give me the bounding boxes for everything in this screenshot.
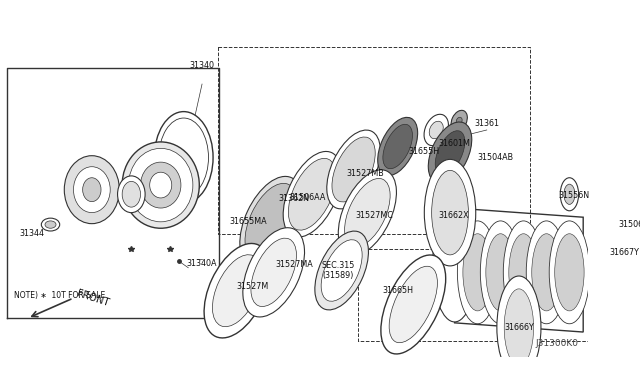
Ellipse shape bbox=[503, 221, 544, 324]
Text: 31527MB: 31527MB bbox=[347, 169, 385, 178]
Ellipse shape bbox=[129, 148, 193, 222]
Ellipse shape bbox=[141, 162, 181, 208]
Ellipse shape bbox=[458, 221, 498, 324]
Ellipse shape bbox=[435, 131, 465, 175]
Ellipse shape bbox=[424, 159, 476, 266]
Ellipse shape bbox=[243, 228, 305, 317]
Ellipse shape bbox=[555, 234, 584, 311]
Ellipse shape bbox=[532, 234, 561, 311]
Ellipse shape bbox=[383, 124, 412, 169]
Text: 31527M: 31527M bbox=[236, 282, 269, 291]
Ellipse shape bbox=[428, 122, 472, 184]
Ellipse shape bbox=[154, 112, 213, 203]
Ellipse shape bbox=[526, 221, 566, 324]
Ellipse shape bbox=[122, 182, 141, 207]
Text: 31361: 31361 bbox=[474, 119, 499, 128]
Ellipse shape bbox=[283, 151, 341, 237]
Ellipse shape bbox=[83, 178, 101, 202]
Ellipse shape bbox=[593, 205, 629, 294]
Ellipse shape bbox=[240, 176, 302, 267]
Text: 31655H: 31655H bbox=[409, 147, 440, 155]
Text: 31506AA: 31506AA bbox=[289, 193, 326, 202]
Ellipse shape bbox=[381, 255, 445, 354]
Ellipse shape bbox=[332, 137, 375, 202]
Ellipse shape bbox=[327, 130, 380, 209]
Ellipse shape bbox=[509, 234, 538, 311]
Ellipse shape bbox=[599, 217, 623, 282]
Text: 31344: 31344 bbox=[20, 229, 45, 238]
Text: 31340A: 31340A bbox=[187, 259, 218, 267]
Ellipse shape bbox=[251, 238, 296, 307]
Ellipse shape bbox=[486, 234, 515, 311]
Ellipse shape bbox=[504, 289, 534, 366]
Text: 31506A: 31506A bbox=[618, 220, 640, 229]
Ellipse shape bbox=[456, 117, 462, 124]
Ellipse shape bbox=[451, 110, 467, 131]
Text: NOTE) ∗  10T FOR SALE: NOTE) ∗ 10T FOR SALE bbox=[14, 291, 105, 300]
Ellipse shape bbox=[497, 276, 541, 372]
Text: SEC.315
(31589): SEC.315 (31589) bbox=[321, 261, 355, 280]
Ellipse shape bbox=[245, 183, 297, 260]
Ellipse shape bbox=[378, 117, 418, 176]
Text: J31300K0: J31300K0 bbox=[536, 339, 579, 348]
Ellipse shape bbox=[564, 184, 575, 204]
Text: 31340: 31340 bbox=[189, 61, 214, 70]
Ellipse shape bbox=[549, 221, 589, 324]
Text: 31662X: 31662X bbox=[438, 211, 469, 220]
Text: 31655MA: 31655MA bbox=[229, 217, 267, 226]
Text: 31527MA: 31527MA bbox=[275, 260, 313, 269]
Ellipse shape bbox=[463, 234, 492, 311]
Text: 31665H: 31665H bbox=[382, 286, 413, 295]
Ellipse shape bbox=[74, 167, 110, 213]
Ellipse shape bbox=[429, 121, 444, 139]
Ellipse shape bbox=[604, 183, 636, 260]
Ellipse shape bbox=[344, 179, 390, 247]
Ellipse shape bbox=[289, 158, 336, 230]
Ellipse shape bbox=[212, 255, 262, 327]
Ellipse shape bbox=[118, 176, 145, 213]
Ellipse shape bbox=[159, 118, 209, 197]
Ellipse shape bbox=[339, 170, 396, 256]
Ellipse shape bbox=[204, 243, 270, 338]
Ellipse shape bbox=[42, 218, 60, 231]
Text: FRONT: FRONT bbox=[76, 288, 110, 308]
Text: 31666Y: 31666Y bbox=[504, 323, 534, 332]
Text: 31601M: 31601M bbox=[438, 139, 470, 148]
Text: 31527MC: 31527MC bbox=[356, 211, 394, 220]
Text: 31556N: 31556N bbox=[559, 191, 589, 200]
Ellipse shape bbox=[64, 156, 120, 224]
Ellipse shape bbox=[424, 114, 449, 146]
Ellipse shape bbox=[321, 240, 362, 301]
Ellipse shape bbox=[431, 170, 468, 255]
Ellipse shape bbox=[315, 231, 369, 310]
Ellipse shape bbox=[560, 178, 579, 211]
Ellipse shape bbox=[481, 221, 521, 324]
Ellipse shape bbox=[433, 208, 477, 322]
Text: 31362N: 31362N bbox=[278, 194, 309, 203]
Ellipse shape bbox=[150, 172, 172, 198]
Ellipse shape bbox=[45, 221, 56, 228]
Ellipse shape bbox=[122, 142, 199, 228]
Text: 31667Y: 31667Y bbox=[609, 248, 639, 257]
Ellipse shape bbox=[389, 266, 437, 343]
Text: 31504AB: 31504AB bbox=[478, 153, 514, 162]
Ellipse shape bbox=[609, 194, 631, 249]
